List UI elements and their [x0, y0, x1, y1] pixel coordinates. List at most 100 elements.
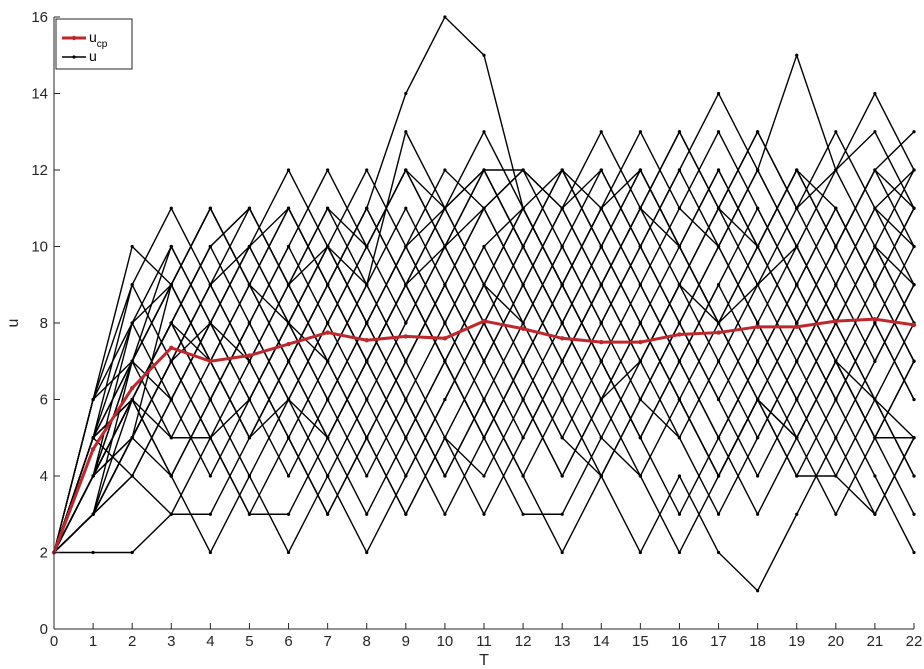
sample-point: [169, 321, 173, 325]
legend-label: u: [89, 48, 97, 64]
sample-point: [756, 321, 760, 325]
y-tick-label: 8: [40, 315, 48, 332]
sample-path: [52, 168, 916, 555]
sample-point: [130, 474, 134, 478]
sample-point: [169, 436, 173, 440]
sample-point: [130, 436, 134, 440]
sample-point: [365, 321, 369, 325]
sample-point: [873, 512, 877, 516]
sample-point: [286, 168, 291, 172]
sample-point: [404, 397, 408, 402]
y-tick-label: 6: [40, 392, 48, 409]
mean-point: [364, 338, 369, 343]
mean-point: [403, 334, 409, 339]
sample-point: [834, 397, 838, 402]
sample-point: [443, 359, 447, 363]
sample-point: [912, 206, 916, 210]
sample-point: [756, 589, 760, 593]
sample-point: [912, 550, 916, 555]
y-ticks: 0 2 4 6 8 10 12 14 16: [31, 9, 60, 638]
sample-point: [873, 283, 877, 287]
sample-point: [912, 168, 916, 172]
sample-point: [247, 359, 252, 363]
sample-point: [638, 359, 642, 363]
sample-point: [834, 512, 838, 516]
y-tick-label: 2: [40, 545, 48, 562]
sample-point: [677, 397, 682, 402]
sample-point: [286, 512, 291, 516]
mean-point: [677, 332, 682, 337]
mean-point: [520, 326, 526, 331]
legend-label: ucp: [89, 29, 108, 50]
sample-point: [912, 397, 916, 402]
sample-point: [560, 321, 564, 325]
sample-point: [599, 321, 603, 325]
sample-point: [91, 512, 95, 516]
mean-point: [755, 324, 760, 330]
sample-point: [677, 168, 682, 172]
sample-point: [521, 244, 525, 249]
sample-point: [286, 283, 291, 287]
sample-point: [716, 512, 721, 516]
sample-point: [482, 283, 486, 287]
sample-point: [404, 283, 408, 287]
sample-point: [560, 474, 564, 478]
sample-point: [716, 130, 721, 134]
sample-point: [482, 397, 486, 402]
sample-path: [52, 206, 916, 555]
sample-point: [638, 436, 642, 440]
sample-point: [286, 206, 291, 210]
sample-point: [404, 359, 408, 363]
sample-point: [404, 130, 408, 134]
sample-point: [208, 244, 212, 249]
sample-point: [482, 436, 486, 440]
sample-point: [91, 397, 95, 402]
sample-point: [756, 436, 760, 440]
sample-point: [638, 244, 642, 249]
sample-point: [716, 474, 721, 478]
sample-point: [560, 244, 564, 249]
sample-point: [560, 168, 564, 172]
sample-point: [286, 321, 291, 325]
sample-point: [208, 283, 212, 287]
sample-point: [326, 397, 330, 402]
sample-point: [795, 206, 799, 210]
mean-point: [833, 318, 839, 324]
sample-point: [365, 397, 369, 402]
sample-point: [560, 283, 564, 287]
sample-point: [365, 283, 369, 287]
sample-point: [326, 206, 330, 210]
sample-point: [404, 206, 408, 210]
sample-point: [130, 244, 134, 249]
y-tick-label: 0: [40, 621, 48, 638]
sample-point: [208, 436, 212, 440]
sample-point: [638, 168, 642, 172]
x-tick-label: 2: [128, 633, 136, 650]
y-axis-label: u: [5, 319, 22, 328]
sample-point: [247, 321, 252, 325]
sample-point: [873, 206, 877, 210]
sample-point: [365, 550, 369, 555]
sample-point: [169, 359, 173, 363]
sample-point: [599, 244, 603, 249]
sample-point: [756, 206, 760, 210]
sample-point: [169, 474, 173, 478]
sample-point: [326, 359, 330, 363]
sample-point: [482, 512, 486, 516]
sample-point: [482, 53, 486, 57]
sample-point: [716, 91, 721, 96]
legend-label-main: u: [89, 48, 97, 64]
sample-point: [873, 436, 877, 440]
sample-point: [521, 359, 525, 363]
sample-point: [365, 168, 369, 172]
sample-point: [834, 436, 838, 440]
sample-point: [677, 436, 682, 440]
x-tick-label: 20: [827, 633, 844, 650]
sample-point: [677, 359, 682, 363]
sample-point: [638, 321, 642, 325]
sample-point: [638, 397, 642, 402]
sample-point: [365, 359, 369, 363]
sample-point: [130, 397, 134, 402]
sample-point: [912, 512, 916, 516]
mean-point: [325, 330, 330, 335]
